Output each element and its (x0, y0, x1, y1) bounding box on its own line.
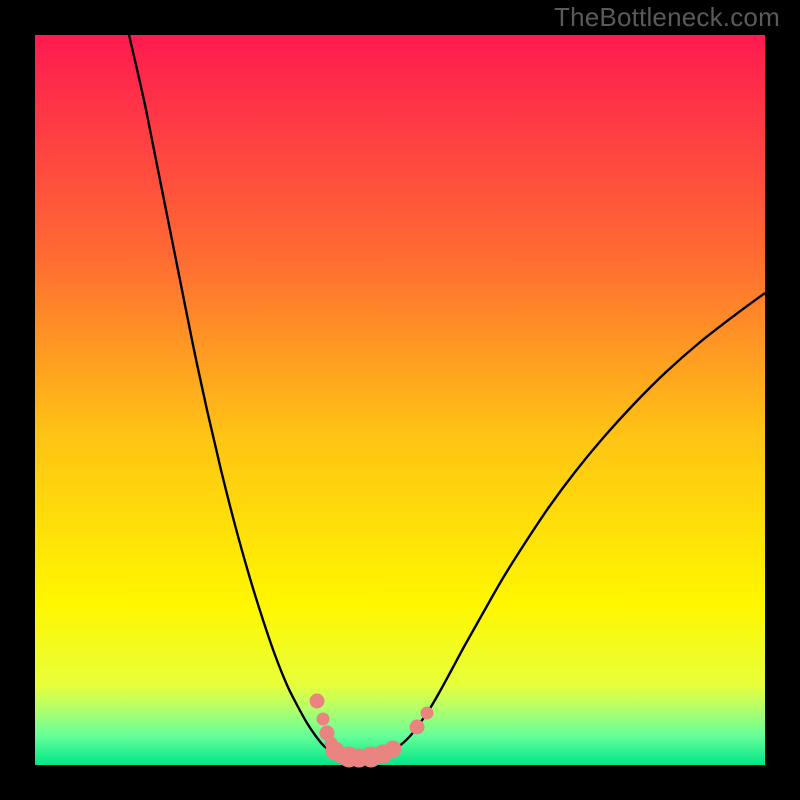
marker-point (421, 707, 433, 719)
marker-point (317, 713, 329, 725)
bottleneck-curve (129, 35, 765, 758)
marker-point (385, 741, 401, 757)
chart-canvas: TheBottleneck.com (0, 0, 800, 800)
curve-layer (0, 0, 800, 800)
watermark-text: TheBottleneck.com (554, 2, 780, 33)
marker-point (410, 720, 424, 734)
marker-point (310, 694, 324, 708)
